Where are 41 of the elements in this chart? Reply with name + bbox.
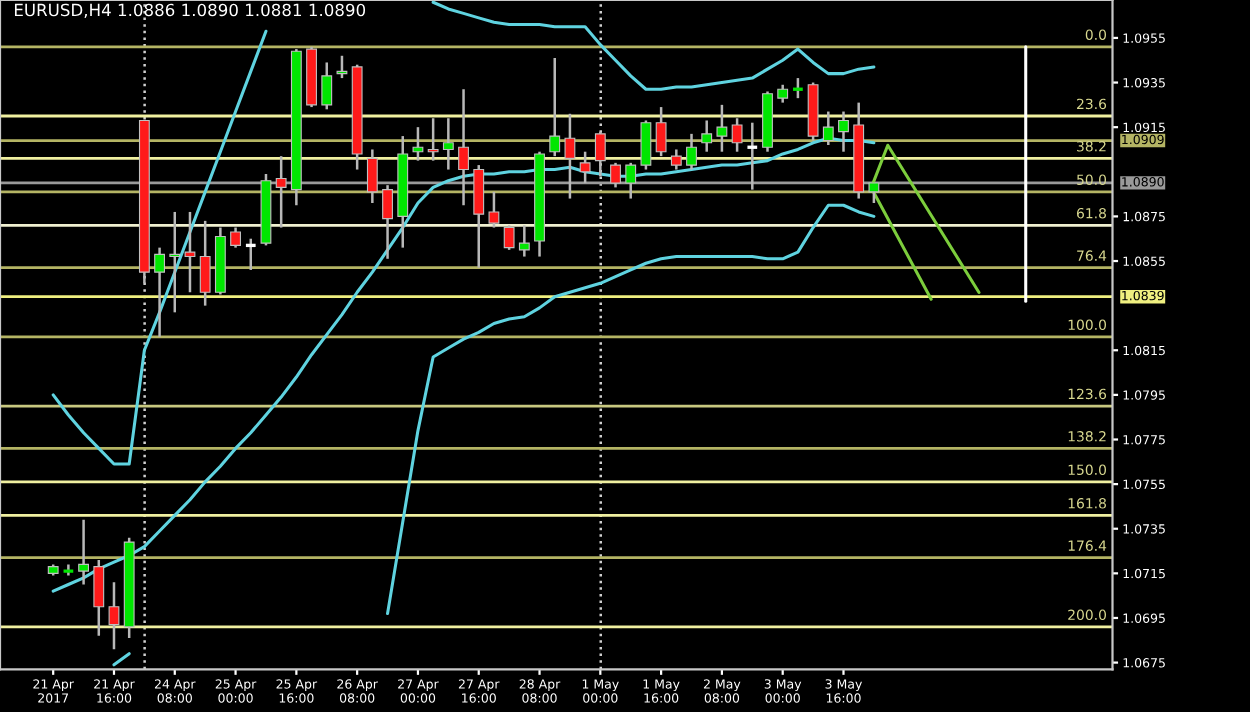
candlestick: [199, 219, 211, 307]
candlestick: [745, 121, 759, 191]
candlestick: [154, 246, 165, 339]
candlestick: [579, 150, 591, 185]
candlestick: [686, 132, 697, 171]
candlestick: [382, 183, 393, 261]
candlestick: [549, 56, 561, 158]
candlestick: [594, 130, 606, 178]
candlestick: [625, 161, 637, 200]
candlestick: [701, 119, 713, 153]
candlestick: [366, 148, 378, 205]
candlestick: [488, 190, 500, 229]
candlestick: [244, 237, 258, 272]
candlestick: [336, 54, 348, 80]
candlestick: [518, 224, 530, 258]
candlestick: [503, 224, 515, 252]
candlestick: [78, 518, 90, 586]
chart-title: EURUSD,H4 1.0886 1.0890 1.0881 1.0890: [14, 3, 366, 18]
candlestick: [822, 110, 834, 147]
candlestick: [93, 558, 105, 638]
candlestick: [473, 163, 485, 269]
candlestick: [838, 110, 849, 153]
candlestick: [610, 161, 621, 189]
candlestick: [791, 76, 805, 100]
candlestick: [321, 61, 333, 111]
candlestick: [275, 154, 287, 229]
candlestick: [564, 112, 576, 200]
candlestick: [655, 105, 667, 158]
candlestick: [442, 116, 454, 171]
candlestick: [458, 87, 469, 207]
candlestick: [169, 210, 181, 314]
candlestick: [427, 116, 439, 162]
candlestick: [670, 148, 682, 171]
candlestick: [230, 226, 241, 249]
candlestick: [716, 103, 728, 153]
candlestick: [412, 125, 424, 162]
candlestick: [108, 581, 120, 651]
candlestick: [868, 181, 880, 205]
candlestick: [731, 116, 743, 153]
candlestick: [640, 119, 652, 171]
candlestick: [184, 210, 196, 294]
